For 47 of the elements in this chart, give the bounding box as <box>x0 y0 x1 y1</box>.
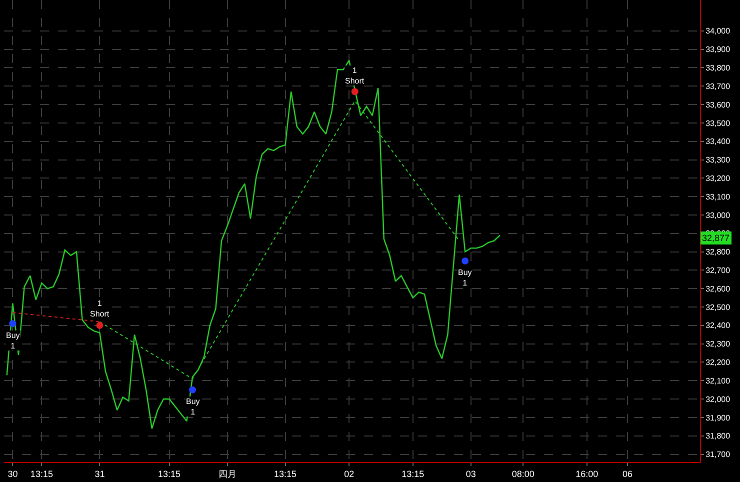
y-tick-label: 32,300 <box>706 340 731 349</box>
annotation: 1 Short <box>345 66 365 86</box>
x-tick-label: 13:15 <box>30 468 53 479</box>
y-tick-label: 33,100 <box>706 192 731 202</box>
point <box>96 322 104 329</box>
y-tick-label: 33,900 <box>706 45 731 54</box>
x-tick-label: 02 <box>344 468 354 479</box>
x-tick-label: 08:00 <box>512 468 534 479</box>
y-tick-label: 32,700 <box>706 266 731 276</box>
point <box>462 258 469 264</box>
y-tick-label: 31,900 <box>706 413 731 422</box>
y-tick-label: 33,700 <box>706 82 731 91</box>
y-tick-label: 32,600 <box>706 284 731 294</box>
annotation: Buy 1 <box>186 397 200 416</box>
y-tick-label: 31,800 <box>706 432 731 441</box>
y-tick-label: 32,500 <box>706 302 731 312</box>
x-tick-label: 03 <box>466 468 476 479</box>
annotation: Buy 1 <box>458 268 472 288</box>
y-tick-label: 34,000 <box>706 26 731 36</box>
x-tick-label: 31 <box>94 468 105 479</box>
x-tick-label: 13:15 <box>274 468 297 479</box>
x-tick-label: 13:15 <box>158 468 181 479</box>
x-tick-label: 30 <box>8 468 18 479</box>
point <box>189 386 196 394</box>
y-tick-label: 33,000 <box>706 210 731 220</box>
point <box>351 88 358 96</box>
x-tick-label: 06 <box>622 468 633 479</box>
x-tick-label: 13:15 <box>402 468 424 479</box>
y-tick-label: 32,100 <box>706 376 731 386</box>
y-tick-label: 32,000 <box>706 394 731 404</box>
line-series <box>6 60 501 430</box>
point <box>9 320 16 328</box>
y-tick-label: 33,800 <box>706 64 731 73</box>
y-tick-label: 33,400 <box>706 137 731 146</box>
x-tick-label: 16:00 <box>576 468 598 479</box>
annotation: 32,877 <box>702 233 730 243</box>
y-tick-label: 31,700 <box>706 450 731 460</box>
y-tick-label: 32,200 <box>706 358 731 368</box>
y-tick-label: 32,800 <box>706 248 731 257</box>
annotation: 1 Short <box>90 299 110 318</box>
annotation: Buy 1 <box>6 331 20 350</box>
y-tick-label: 33,600 <box>706 100 731 110</box>
y-tick-label: 32,400 <box>706 321 731 330</box>
y-tick-label: 33,500 <box>706 118 731 128</box>
y-tick-label: 33,200 <box>706 174 731 183</box>
x-tick-label: 四月 <box>218 468 236 479</box>
y-tick-label: 33,300 <box>706 156 731 165</box>
